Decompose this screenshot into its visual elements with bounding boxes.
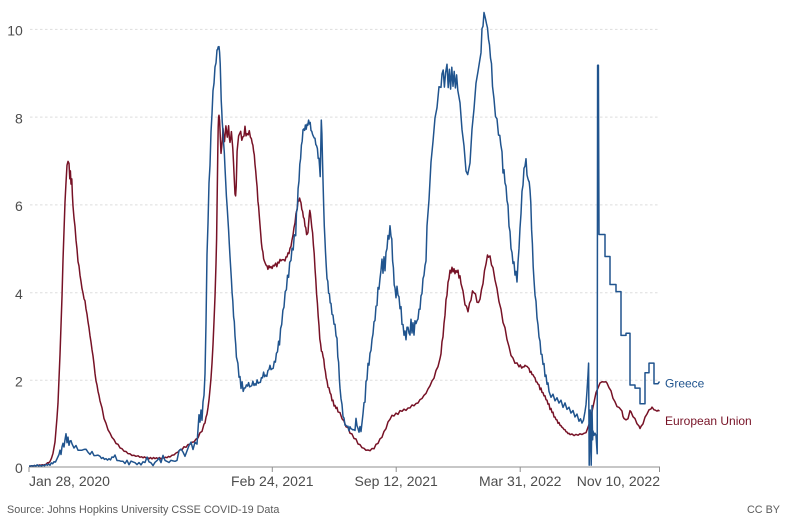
svg-text:10: 10 [7,23,23,39]
svg-text:4: 4 [15,286,23,302]
svg-text:Greece: Greece [665,377,705,391]
svg-text:Source: Johns Hopkins Universi: Source: Johns Hopkins University CSSE CO… [7,504,279,516]
svg-text:European Union: European Union [665,414,752,428]
svg-text:0: 0 [15,460,23,476]
svg-text:Jan 28, 2020: Jan 28, 2020 [29,473,110,489]
svg-text:Feb 24, 2021: Feb 24, 2021 [231,473,314,489]
svg-text:6: 6 [15,198,23,214]
svg-text:Nov 10, 2022: Nov 10, 2022 [577,473,660,489]
svg-text:Sep 12, 2021: Sep 12, 2021 [355,473,439,489]
svg-text:Mar 31, 2022: Mar 31, 2022 [479,473,562,489]
svg-text:8: 8 [15,110,23,126]
svg-text:CC BY: CC BY [747,504,780,516]
svg-text:2: 2 [15,374,23,390]
